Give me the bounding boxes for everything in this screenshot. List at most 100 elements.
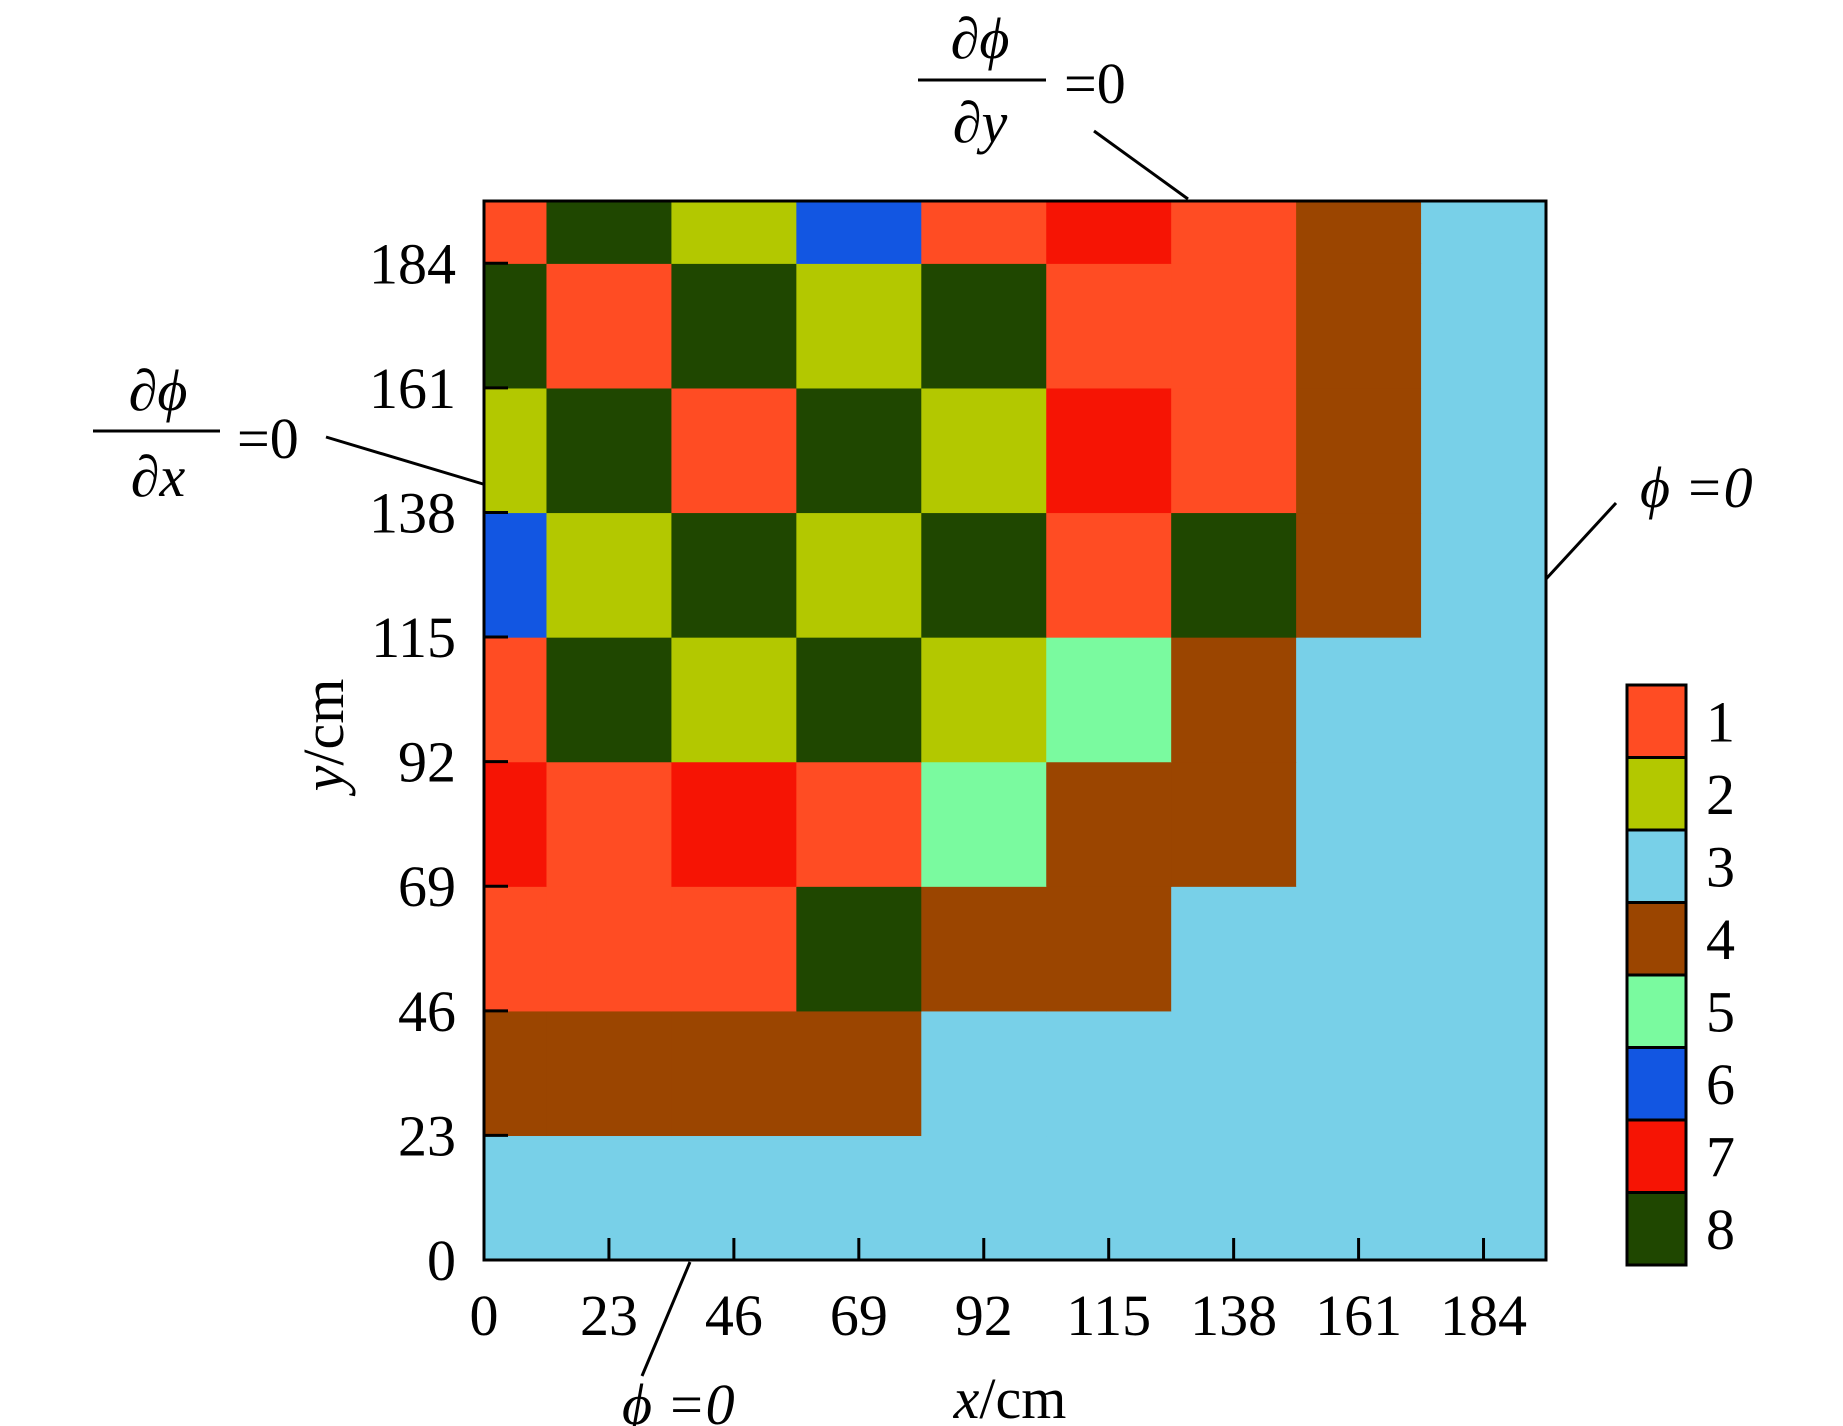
heatmap-cell-r8-c5-material-7 (1046, 201, 1172, 264)
y-tick-label-0: 0 (427, 1228, 456, 1293)
heatmap-cell-r5-c3-material-2 (796, 512, 922, 638)
plot-frame (482, 199, 1548, 1262)
heatmap-cell-r3-c3-material-1 (796, 761, 922, 887)
x-axis-unit: /cm (979, 1366, 1066, 1426)
bc-top-equals: =0 (1064, 51, 1126, 116)
heatmap-cell-r4-c7-material-3 (1296, 637, 1422, 763)
bc-left-annotation: ∂ϕ ∂x =0 (93, 358, 484, 509)
heatmap-cell-r8-c4-material-1 (921, 201, 1047, 264)
legend-label-6: 6 (1706, 1052, 1735, 1117)
heatmap-cell-r5-c0-material-6 (484, 512, 548, 638)
heatmap-cell-r1-c2-material-4 (671, 1010, 797, 1137)
legend-label-1: 1 (1706, 689, 1735, 754)
heatmap-cell-r5-c7-material-4 (1296, 512, 1422, 638)
heatmap-cell-r7-c3-material-2 (796, 263, 922, 389)
x-axis-title: x/cm (953, 1366, 1067, 1426)
legend-label-5: 5 (1706, 979, 1735, 1044)
heatmap-cell-r4-c4-material-2 (921, 637, 1047, 763)
heatmap-cell-r7-c2-material-8 (671, 263, 797, 389)
heatmap-cell-r1-c7-material-3 (1296, 1010, 1422, 1137)
bc-top-denominator: ∂y (953, 90, 1008, 155)
heatmap-cell-r4-c6-material-4 (1171, 637, 1297, 763)
x-tick-label-161: 161 (1315, 1283, 1402, 1348)
legend-swatch-7 (1625, 1118, 1688, 1194)
legend-swatch-1 (1625, 683, 1688, 759)
heatmap-cell-r2-c1-material-1 (546, 886, 673, 1012)
heatmap-cell-r6-c7-material-4 (1296, 387, 1422, 514)
legend: 1 2 3 4 5 6 7 8 (1625, 683, 1735, 1267)
x-axis-var: x (953, 1366, 980, 1426)
heatmap-cell-r4-c1-material-8 (546, 637, 673, 763)
bc-left-numerator: ∂ϕ (129, 358, 188, 423)
legend-label-3: 3 (1706, 834, 1735, 899)
legend-swatch-8 (1625, 1191, 1688, 1267)
heatmap-cell-r4-c0-material-1 (484, 637, 548, 763)
heatmap-cell-r3-c0-material-7 (484, 761, 548, 887)
heatmap-cell-r5-c6-material-8 (1171, 512, 1297, 638)
heatmap-cell-r8-c0-material-1 (484, 201, 548, 264)
heatmap-cell-r1-c8-material-3 (1421, 1010, 1547, 1137)
heatmap-cell-r8-c2-material-2 (671, 201, 797, 264)
heatmap-cell-r7-c6-material-1 (1171, 263, 1297, 389)
heatmap-cell-r4-c5-material-5 (1046, 637, 1172, 763)
heatmap-cell-r2-c3-material-8 (796, 886, 922, 1012)
heatmap-cell-r7-c4-material-8 (921, 263, 1047, 389)
heatmap-cell-r2-c6-material-3 (1171, 886, 1297, 1012)
heatmap-cell-r7-c8-material-3 (1421, 263, 1547, 389)
heatmap-cell-r7-c7-material-4 (1296, 263, 1422, 389)
legend-swatch-6 (1625, 1046, 1688, 1122)
heatmap-cell-r3-c1-material-1 (546, 761, 673, 887)
heatmap-cell-r5-c5-material-1 (1046, 512, 1172, 638)
heatmap-cell-r6-c1-material-8 (546, 387, 673, 514)
heatmap-cell-r3-c6-material-4 (1171, 761, 1297, 887)
x-tick-label-69: 69 (830, 1283, 888, 1348)
heatmap-cell-r3-c4-material-5 (921, 761, 1047, 887)
heatmap-cell-r3-c7-material-3 (1296, 761, 1422, 887)
heatmap-cell-r4-c3-material-8 (796, 637, 922, 763)
bc-left-denominator: ∂x (131, 444, 186, 509)
bc-top-leader-line (1093, 129, 1189, 201)
bc-left-equals: =0 (237, 406, 299, 471)
y-tick-label-23: 23 (398, 1103, 456, 1168)
heatmap-cell-r7-c1-material-1 (546, 263, 673, 389)
x-tick-label-138: 138 (1190, 1283, 1277, 1348)
heatmap-cell-r6-c3-material-8 (796, 387, 922, 514)
legend-label-2: 2 (1706, 762, 1735, 827)
heatmap-cell-r1-c5-material-3 (1046, 1010, 1172, 1137)
y-axis-title: y/cm (291, 679, 356, 797)
heatmap-cell-r6-c2-material-1 (671, 387, 797, 514)
x-tick-label-23: 23 (580, 1283, 638, 1348)
heatmap-cell-r1-c4-material-3 (921, 1010, 1047, 1137)
heatmap-cell-r4-c8-material-3 (1421, 637, 1547, 763)
heatmap-cell-r8-c8-material-3 (1421, 201, 1547, 264)
legend-label-7: 7 (1706, 1124, 1735, 1189)
heatmap-cell-r2-c5-material-4 (1046, 886, 1172, 1012)
heatmap-cell-r8-c7-material-4 (1296, 201, 1422, 264)
y-tick-label-92: 92 (398, 730, 456, 795)
x-tick-label-115: 115 (1066, 1283, 1151, 1348)
heatmap-cell-r3-c5-material-4 (1046, 761, 1172, 887)
x-tick-label-92: 92 (955, 1283, 1013, 1348)
x-axis-ticks: 0 23 46 69 92 115 138 161 184 (470, 1238, 1527, 1348)
heatmap-cell-r5-c2-material-8 (671, 512, 797, 638)
legend-swatch-4 (1625, 901, 1688, 977)
heatmap-cell-r2-c4-material-4 (921, 886, 1047, 1012)
heatmap-cell-r1-c6-material-3 (1171, 1010, 1297, 1137)
legend-label-8: 8 (1706, 1197, 1735, 1262)
heatmap-cells (484, 201, 1547, 1261)
bc-bottom-annotation: ϕ =0 (622, 1261, 735, 1426)
heatmap-cell-r8-c1-material-8 (546, 201, 673, 264)
y-tick-label-115: 115 (371, 605, 456, 670)
heatmap-cell-r3-c2-material-7 (671, 761, 797, 887)
y-tick-label-184: 184 (369, 231, 456, 296)
heatmap-cell-r8-c6-material-1 (1171, 201, 1297, 264)
bc-bottom-leader-line (640, 1261, 692, 1377)
heatmap-cell-r5-c8-material-3 (1421, 512, 1547, 638)
heatmap-cell-r1-c3-material-4 (796, 1010, 922, 1137)
bc-left-leader-line (325, 435, 484, 486)
y-axis-unit: /cm (291, 679, 356, 766)
heatmap-cell-r5-c1-material-2 (546, 512, 673, 638)
bc-right-annotation: ϕ =0 (1544, 455, 1753, 581)
heatmap-cell-r7-c0-material-8 (484, 263, 548, 389)
heatmap-cell-r2-c0-material-1 (484, 886, 548, 1012)
